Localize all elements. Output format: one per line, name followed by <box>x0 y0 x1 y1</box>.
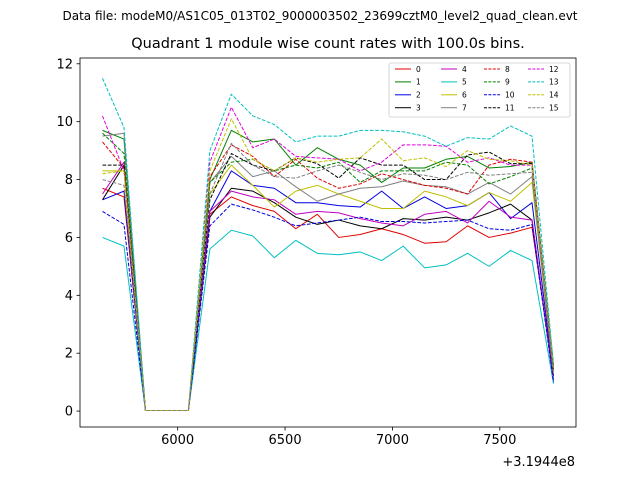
y-tick-label: 8 <box>65 173 73 188</box>
plot-frame <box>79 57 577 428</box>
x-offset-label: +3.1944e8 <box>502 455 575 470</box>
legend-label-6: 6 <box>462 91 467 100</box>
y-tick-label: 2 <box>65 347 73 362</box>
legend-label-5: 5 <box>462 78 467 87</box>
legend-label-15: 15 <box>549 104 559 113</box>
chart-title: Quadrant 1 module wise count rates with … <box>131 36 525 52</box>
file-suptitle: Data file: modeM0/AS1C05_013T02_90000035… <box>62 9 577 23</box>
legend-label-4: 4 <box>462 65 467 74</box>
series-line-13 <box>102 78 554 411</box>
y-tick-label: 12 <box>56 57 73 72</box>
x-tick-label: 7500 <box>483 433 516 448</box>
legend-label-1: 1 <box>416 78 421 87</box>
legend-box <box>388 62 571 118</box>
legend-label-2: 2 <box>416 91 421 100</box>
legend-label-12: 12 <box>549 65 559 74</box>
legend-label-9: 9 <box>505 78 510 87</box>
legend-label-3: 3 <box>416 104 421 113</box>
x-tick-label: 6000 <box>161 433 194 448</box>
y-tick-label: 6 <box>65 231 73 246</box>
x-axis: 6000 6500 7000 7500 <box>161 427 516 448</box>
plot-area <box>79 57 577 428</box>
y-tick-label: 10 <box>56 115 73 130</box>
legend-label-13: 13 <box>549 78 559 87</box>
legend-label-7: 7 <box>462 104 467 113</box>
legend-label-10: 10 <box>505 91 515 100</box>
x-tick-label: 6500 <box>269 433 302 448</box>
y-tick-label: 4 <box>65 289 73 304</box>
series-line-14 <box>102 118 554 411</box>
series-line-15 <box>102 142 554 411</box>
legend-label-8: 8 <box>505 65 510 74</box>
legend-label-14: 14 <box>549 91 559 100</box>
y-tick-label: 0 <box>65 405 73 420</box>
y-axis: 0 2 4 6 8 10 12 <box>56 57 80 420</box>
x-tick-label: 7000 <box>376 433 409 448</box>
legend-label-0: 0 <box>416 65 421 74</box>
legend-label-11: 11 <box>505 104 515 113</box>
